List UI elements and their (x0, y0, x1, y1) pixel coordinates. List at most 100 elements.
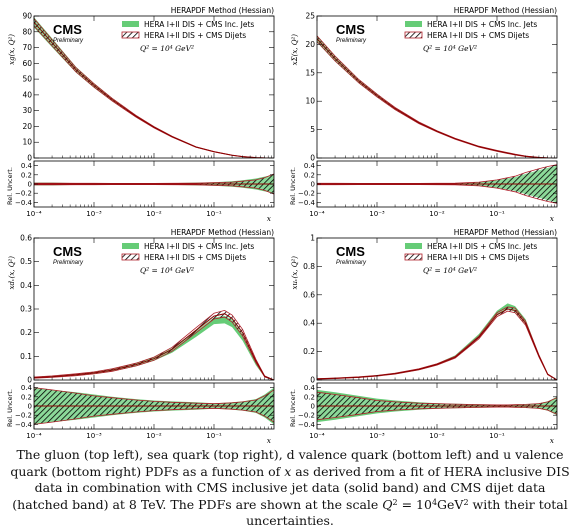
x-tick-label: 10⁻⁴ (309, 210, 325, 218)
x-tick-label: 10⁻⁴ (309, 432, 325, 440)
legend-label-inc: HERA I+II DIS + CMS Inc. Jets (427, 20, 537, 29)
scale-label: Q² = 10⁴ GeV² (423, 44, 477, 53)
central-line (317, 308, 557, 380)
y-axis-label: xuᵥ(x, Q²) (291, 256, 299, 290)
preliminary-label: Preliminary (53, 38, 84, 44)
x-tick-label: 10⁻¹ (206, 210, 222, 218)
ratio-plot-area (317, 164, 557, 204)
central-line (34, 21, 274, 158)
caption-x-var: x (284, 463, 292, 479)
x-tick-label: 10⁻² (429, 210, 445, 218)
x-tick-label: 10⁻³ (86, 432, 102, 440)
panel-uv: HERAPDF Method (Hessian)00.20.40.60.81xu… (289, 228, 558, 445)
legend-label-dijet: HERA I+II DIS + CMS Dijets (427, 31, 529, 40)
method-label: HERAPDF Method (Hessian) (454, 6, 557, 15)
ratio-tick-label: 0 (311, 181, 315, 189)
ratio-tick-label: 0 (28, 403, 32, 411)
x-tick-label: 10⁻³ (86, 210, 102, 218)
y-tick-label: 0.1 (20, 352, 32, 361)
ratio-tick-label: 0.4 (304, 384, 316, 392)
y-tick-label: 0 (310, 376, 315, 385)
ratio-tick-label: −0.2 (298, 412, 315, 420)
x-tick-label: 10⁻² (429, 432, 445, 440)
ratio-tick-label: −0.2 (298, 190, 315, 198)
ratio-tick-label: 0 (28, 181, 32, 189)
y-axis-label: xg(x, Q²) (8, 34, 16, 65)
y-tick-label: 15 (305, 68, 315, 77)
y-axis-label: xΣ(x, Q²) (291, 34, 299, 66)
legend-swatch-inc (405, 21, 422, 27)
ratio-tick-label: 0.2 (21, 171, 32, 179)
y-tick-label: 25 (305, 12, 315, 21)
dijet-band (34, 309, 274, 380)
caption-sup2: 2 (392, 497, 398, 507)
y-tick-label: 0 (27, 154, 32, 163)
ratio-tick-label: 0.2 (304, 171, 315, 179)
caption-q: Q (382, 496, 393, 512)
panel-sea: HERAPDF Method (Hessian) 0 5 10 15 20 25 xΣ(x, … (289, 6, 558, 223)
y-tick-label: 0.4 (303, 319, 315, 328)
x-tick-label: 10⁻¹ (206, 432, 222, 440)
ratio-plot-area (34, 387, 274, 425)
pdf-figure: HERAPDF Method (Hessian)0102030405060708… (6, 6, 558, 445)
ratio-tick-label: 0.2 (21, 393, 32, 401)
ratio-plot-area (317, 389, 557, 423)
dijet-band (317, 35, 557, 158)
scale-label: Q² = 10⁴ GeV² (140, 44, 194, 53)
method-label: HERAPDF Method (Hessian) (171, 6, 274, 15)
legend-swatch-inc (122, 243, 139, 249)
central-line (317, 38, 557, 158)
ratio-plot-area (34, 173, 274, 195)
y-tick-label: 0.5 (20, 257, 32, 266)
x-axis-label: x (550, 214, 555, 223)
y-tick-label: 30 (22, 106, 32, 115)
x-tick-label: 10⁻¹ (489, 432, 505, 440)
y-tick-label: 1 (310, 234, 315, 243)
ratio-tick-label: −0.4 (298, 421, 316, 429)
y-tick-label: 0.8 (303, 262, 315, 271)
x-tick-label: 10⁻² (146, 432, 162, 440)
cms-label: CMS (336, 22, 365, 37)
y-tick-label: 0.6 (303, 290, 315, 299)
legend-label-dijet: HERA I+II DIS + CMS Dijets (144, 31, 246, 40)
legend-label-dijet: HERA I+II DIS + CMS Dijets (427, 253, 529, 262)
ratio-axis-label: Rel. Uncert. (6, 389, 14, 427)
y-tick-label: 90 (22, 12, 32, 21)
ratio-tick-label: 0.2 (304, 393, 315, 401)
y-tick-label: 70 (22, 43, 32, 52)
caption-eq: = 10 (397, 496, 432, 512)
inc-jets-band (317, 35, 557, 158)
preliminary-label: Preliminary (53, 260, 84, 266)
preliminary-label: Preliminary (336, 260, 367, 266)
ratio-axis-label: Rel. Uncert. (289, 389, 297, 427)
y-tick-label: 20 (305, 40, 315, 49)
cms-label: CMS (53, 244, 82, 259)
caption-sup4: 4 (431, 497, 438, 507)
cms-label: CMS (53, 22, 82, 37)
ratio-tick-label: 0.4 (304, 162, 316, 170)
x-axis-label: x (267, 436, 272, 445)
legend-label-dijet: HERA I+II DIS + CMS Dijets (144, 253, 246, 262)
legend-label-inc: HERA I+II DIS + CMS Inc. Jets (144, 20, 254, 29)
central-line (34, 313, 274, 380)
legend-label-inc: HERA I+II DIS + CMS Inc. Jets (427, 242, 537, 251)
y-tick-label: 80 (22, 27, 32, 36)
y-axis-label: xdᵥ(x, Q²) (8, 256, 16, 290)
x-tick-label: 10⁻⁴ (26, 432, 42, 440)
caption-part2: as derived from a fit of HERA inclusive … (12, 463, 570, 512)
panel-dv: HERAPDF Method (Hessian) 0 0.1 0.2 0.3 0.4 0.5… (6, 228, 275, 445)
ratio-tick-label: −0.2 (15, 412, 32, 420)
method-label: HERAPDF Method (Hessian) (171, 228, 274, 237)
caption-unit: GeV (437, 496, 464, 512)
main-plot-area (317, 303, 557, 380)
caption-sup2b: 2 (463, 497, 469, 507)
method-label: HERAPDF Method (Hessian) (454, 228, 557, 237)
x-tick-label: 10⁻² (146, 210, 162, 218)
y-tick-label: 0 (27, 376, 32, 385)
ratio-axis-label: Rel. Uncert. (289, 167, 297, 205)
y-tick-label: 0 (310, 154, 315, 163)
ratio-tick-label: 0 (311, 403, 315, 411)
x-tick-label: 10⁻¹ (489, 210, 505, 218)
legend-swatch-inc (405, 243, 422, 249)
main-plot-area (34, 309, 274, 380)
